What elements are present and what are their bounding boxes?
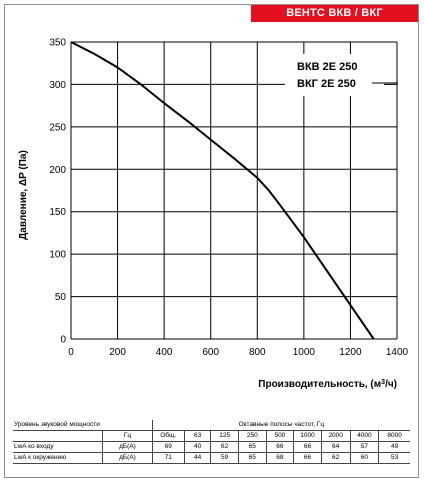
column-header: 250 <box>237 430 267 442</box>
column-header: 63 <box>183 430 212 442</box>
chart-grid <box>70 41 398 340</box>
table-cell: 49 <box>378 441 410 453</box>
x-tick-label: 1000 <box>293 347 316 358</box>
column-header: Общ. <box>151 430 185 442</box>
y-tick-labels: 0 50 100 150 200 250 300 350 <box>49 38 66 346</box>
table-cell: 64 <box>320 441 351 453</box>
table-cell: 66 <box>293 441 322 453</box>
table-row: LwA ко входу дБ(А) 69 40 62 65 66 66 64 … <box>13 441 410 453</box>
table-cell: 59 <box>210 452 239 464</box>
table-cell: 62 <box>210 441 239 453</box>
y-tick-label: 150 <box>49 207 66 218</box>
row-label: LwA ко входу <box>13 441 104 453</box>
table-column-row: Гц Общ. 63 125 250 500 1000 2000 4000 80… <box>13 430 410 442</box>
y-tick-label: 100 <box>49 250 66 261</box>
table-title: Уровень звуковой мощности <box>13 420 153 431</box>
column-header: 125 <box>210 430 239 442</box>
table-cell: 68 <box>265 452 295 464</box>
x-tick-label: 1400 <box>386 347 409 358</box>
x-tick-label: 0 <box>68 347 74 358</box>
table-cell: 60 <box>349 452 380 464</box>
table-cell: 66 <box>265 441 295 453</box>
row-label: LwA к окружению <box>13 452 104 464</box>
figure-frame <box>4 4 419 478</box>
legend-entry-2: ВКГ 2Е 250 <box>297 78 356 90</box>
hz-label: Гц <box>102 430 153 442</box>
table-cell: 65 <box>237 452 267 464</box>
column-header: 4000 <box>349 430 380 442</box>
legend-entry-1: ВКВ 2Е 250 <box>297 61 358 73</box>
x-axis-label: Производительность, (м3/ч) <box>258 379 397 391</box>
x-tick-label: 800 <box>249 347 266 358</box>
brand-banner: ВЕНТС ВКВ / ВКГ <box>251 5 418 22</box>
y-tick-label: 0 <box>60 335 66 346</box>
y-tick-label: 50 <box>55 292 67 303</box>
table-cell: 53 <box>378 452 410 464</box>
table-cell: 40 <box>183 441 212 453</box>
y-tick-label: 300 <box>49 80 66 91</box>
table-cell: 69 <box>151 441 185 453</box>
row-unit: дБ(А) <box>102 441 153 453</box>
legend-box <box>285 54 384 96</box>
table-cell: 57 <box>349 441 380 453</box>
pressure-chart: 0 200 400 600 800 1000 1200 1400 0 50 100 150 200 25… <box>18 38 409 391</box>
row-unit: дБ(А) <box>102 452 153 464</box>
x-tick-label: 200 <box>109 347 126 358</box>
table-cell: 62 <box>320 452 351 464</box>
x-tick-label: 400 <box>156 347 173 358</box>
table-cell: 71 <box>151 452 185 464</box>
table-row: LwA к окружению дБ(А) 71 44 59 65 68 66 … <box>13 452 410 464</box>
column-header: 8000 <box>378 430 410 442</box>
column-header: 500 <box>265 430 295 442</box>
sound-power-table: Уровень звуковой мощности Октавные полос… <box>13 420 410 464</box>
performance-curve <box>70 41 375 340</box>
y-tick-label: 350 <box>49 38 66 49</box>
x-tick-label: 600 <box>202 347 219 358</box>
table-header-row: Уровень звуковой мощности Октавные полос… <box>13 420 410 431</box>
octave-title: Октавные полосы частот, Гц <box>152 420 410 431</box>
x-tick-labels: 0 200 400 600 800 1000 1200 1400 <box>68 347 408 358</box>
column-header: 1000 <box>293 430 322 442</box>
table-cell: 66 <box>293 452 322 464</box>
y-axis-label: Давление, ΔP (Па) <box>18 150 29 240</box>
y-tick-label: 200 <box>49 165 66 176</box>
column-header: 2000 <box>320 430 351 442</box>
y-tick-label: 250 <box>49 122 66 133</box>
table-cell: 44 <box>183 452 212 464</box>
table-cell: 65 <box>237 441 267 453</box>
x-tick-label: 1200 <box>339 347 362 358</box>
